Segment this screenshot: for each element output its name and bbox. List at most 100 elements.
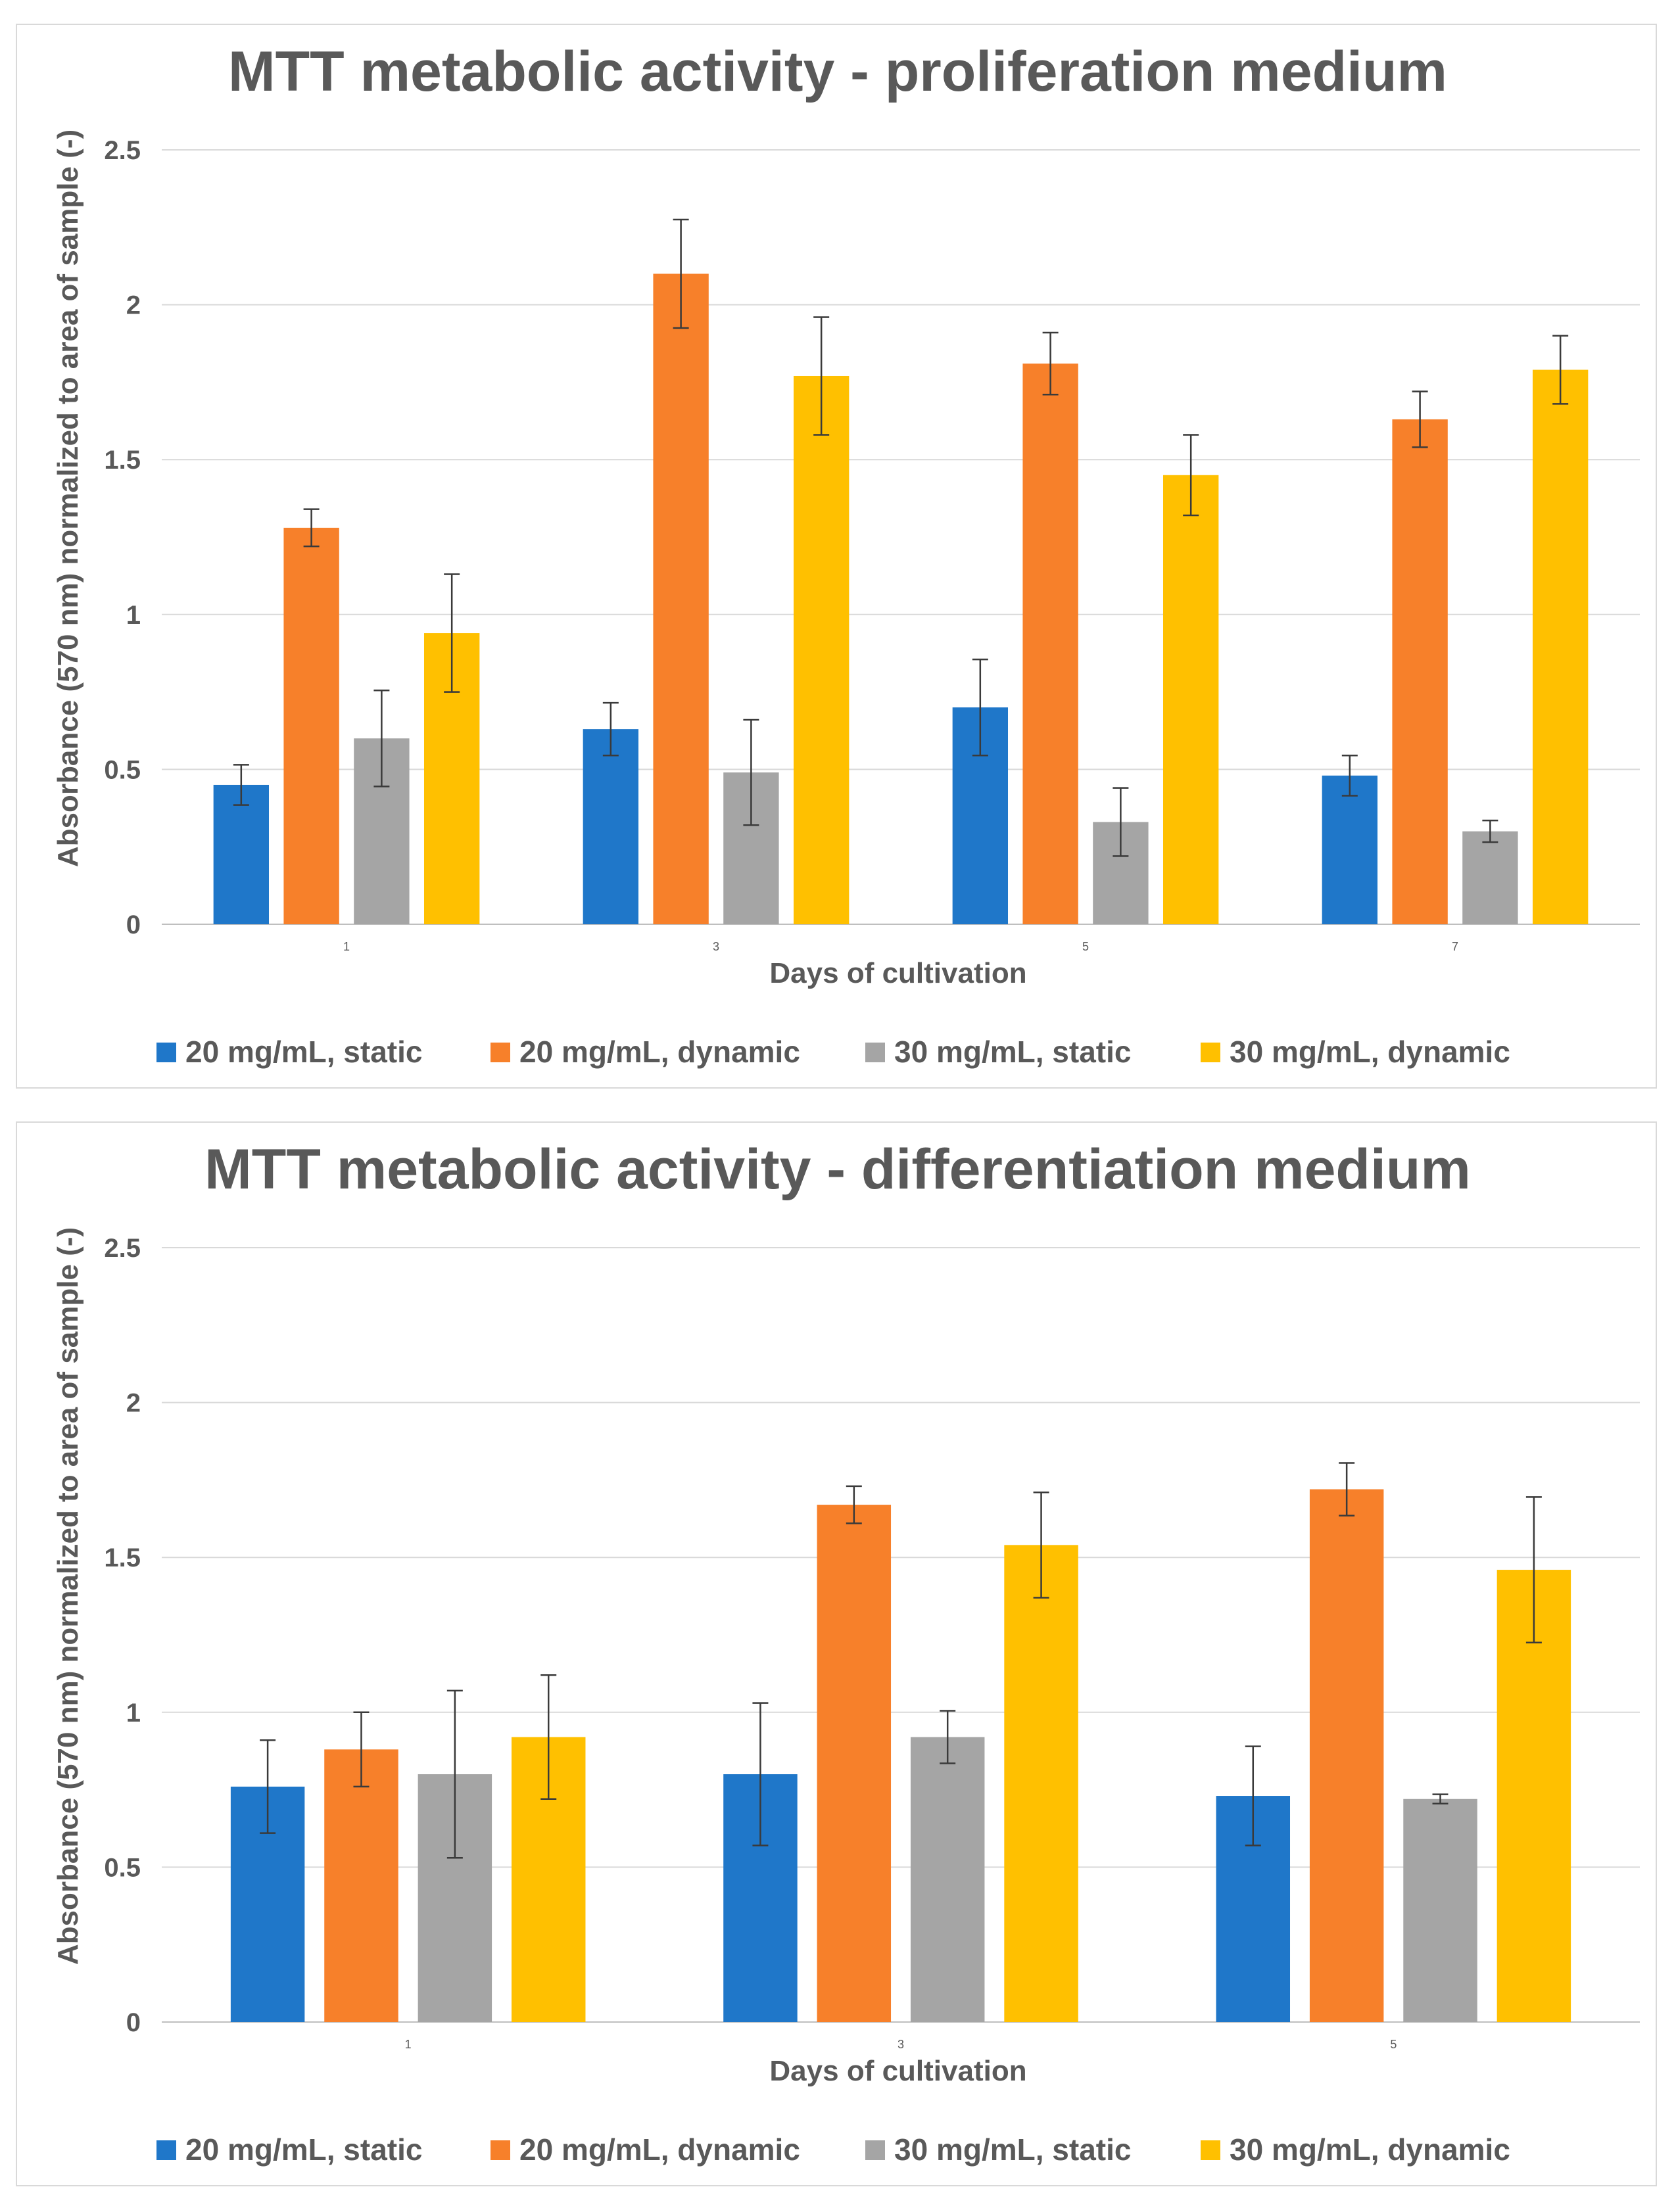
- legend-swatch: [1201, 1043, 1220, 1062]
- bar-20-mg-ml-dynamic-day-3: [653, 273, 709, 925]
- bar-30-mg-ml-dynamic-day-3: [793, 375, 850, 924]
- x-tick-label: 3: [713, 940, 719, 953]
- legend-label: 20 mg/mL, static: [185, 2132, 422, 2167]
- legend-item-30-mg-ml-static: 30 mg/mL, static: [865, 2132, 1131, 2167]
- error-bar: [353, 1711, 370, 1788]
- error-bar: [752, 1702, 769, 1847]
- bars: [230, 1462, 1571, 2022]
- bar-20-mg-ml-dynamic-day-7: [1392, 419, 1448, 924]
- bar-20-mg-ml-dynamic-day-5: [1022, 364, 1078, 924]
- legend-label: 20 mg/mL, dynamic: [519, 2132, 800, 2167]
- bar-30-mg-ml-dynamic-day-5: [1496, 1570, 1571, 2022]
- x-tick-label: 5: [1082, 940, 1089, 953]
- chart-svg-differentiation: MTT metabolic activity - differentiation…: [52, 1138, 1640, 2167]
- legend-label: 30 mg/mL, dynamic: [1230, 1035, 1510, 1069]
- legend-item-20-mg-ml-static: 20 mg/mL, static: [156, 1035, 422, 1069]
- error-bar: [743, 718, 759, 826]
- y-axis-ticks: 0 0.5 1 1.5 2 2.5: [104, 136, 141, 939]
- legend-item-20-mg-ml-static: 20 mg/mL, static: [156, 2132, 422, 2167]
- legend-item-30-mg-ml-dynamic: 30 mg/mL, dynamic: [1201, 2132, 1510, 2167]
- x-tick-label: 1: [405, 2038, 412, 2051]
- legend-item-30-mg-ml-static: 30 mg/mL, static: [865, 1035, 1131, 1069]
- bar-30-mg-ml-dynamic-day-5: [1162, 475, 1219, 924]
- error-bar: [1412, 390, 1428, 448]
- y-axis-label: Absorbance (570 nm) normalized to area o…: [52, 1227, 84, 1965]
- bar-30-mg-ml-static-day-7: [1462, 831, 1518, 924]
- y-tick-label: 1.5: [104, 1543, 141, 1572]
- bar-20-mg-ml-dynamic-day-1: [324, 1749, 398, 2022]
- bar-20-mg-ml-static-day-3: [583, 729, 639, 924]
- error-bar: [1183, 434, 1199, 517]
- x-axis-ticks: 1 3 5 7: [343, 940, 1458, 953]
- legend-swatch: [865, 2140, 885, 2160]
- error-bar: [940, 1710, 956, 1764]
- error-bar: [1339, 1462, 1355, 1517]
- y-axis-ticks: 0 0.5 1 1.5 2 2.5: [104, 1234, 141, 2037]
- error-bar: [260, 1739, 276, 1834]
- error-bar: [1552, 335, 1569, 405]
- x-axis-label: Days of cultivation: [769, 2055, 1026, 2087]
- error-bar: [1033, 1491, 1049, 1599]
- legend-item-30-mg-ml-dynamic: 30 mg/mL, dynamic: [1201, 1035, 1510, 1069]
- bar-20-mg-ml-static-day-7: [1322, 775, 1378, 924]
- legend-item-20-mg-ml-dynamic: 20 mg/mL, dynamic: [491, 2132, 800, 2167]
- y-tick-label: 1.5: [104, 446, 141, 475]
- legend-swatch: [1201, 2140, 1220, 2160]
- bar-30-mg-ml-dynamic-day-7: [1532, 369, 1589, 924]
- x-tick-label: 1: [343, 940, 350, 953]
- error-bar: [1245, 1745, 1261, 1847]
- error-bar: [972, 658, 988, 757]
- legend: 20 mg/mL, static 20 mg/mL, dynamic 30 mg/m…: [156, 2132, 1510, 2167]
- legend: 20 mg/mL, static 20 mg/mL, dynamic 30 mg/m…: [156, 1035, 1510, 1069]
- error-bar: [1432, 1793, 1449, 1805]
- chart-panel-proliferation: MTT metabolic activity - proliferation m…: [16, 24, 1657, 1089]
- error-bar: [813, 316, 830, 436]
- error-bar: [1113, 787, 1129, 857]
- legend-swatch: [156, 2140, 176, 2160]
- bar-30-mg-ml-dynamic-day-3: [1004, 1545, 1078, 2022]
- chart-svg-proliferation: MTT metabolic activity - proliferation m…: [52, 40, 1640, 1069]
- y-tick-label: 0.5: [104, 755, 141, 784]
- y-axis-label: Absorbance (570 nm) normalized to area o…: [52, 129, 84, 867]
- x-axis-ticks: 1 3 5: [405, 2038, 1397, 2051]
- x-axis-label: Days of cultivation: [769, 957, 1026, 989]
- error-bar: [1525, 1496, 1542, 1644]
- bar-20-mg-ml-dynamic-day-1: [283, 527, 339, 924]
- bar-20-mg-ml-dynamic-day-5: [1309, 1489, 1384, 2022]
- legend-label: 30 mg/mL, static: [894, 2132, 1131, 2167]
- legend-swatch: [156, 1043, 176, 1062]
- bar-30-mg-ml-static-day-3: [910, 1737, 985, 2022]
- x-tick-label: 5: [1390, 2038, 1397, 2051]
- y-tick-label: 2.5: [104, 136, 141, 165]
- error-bar: [233, 764, 249, 806]
- error-bar: [602, 701, 619, 757]
- legend-label: 30 mg/mL, static: [894, 1035, 1131, 1069]
- x-tick-label: 3: [898, 2038, 904, 2051]
- y-tick-label: 1: [126, 1699, 141, 1728]
- legend-label: 20 mg/mL, dynamic: [519, 1035, 800, 1069]
- legend-swatch: [491, 2140, 510, 2160]
- y-tick-label: 0.5: [104, 1853, 141, 1882]
- y-tick-label: 2: [126, 1389, 141, 1418]
- error-bar: [846, 1485, 862, 1524]
- y-tick-label: 0: [126, 910, 141, 939]
- legend-label: 30 mg/mL, dynamic: [1230, 2132, 1510, 2167]
- legend-swatch: [491, 1043, 510, 1062]
- error-bar: [446, 1689, 463, 1859]
- chart-title: MTT metabolic activity - differentiation…: [204, 1138, 1471, 1201]
- legend-item-20-mg-ml-dynamic: 20 mg/mL, dynamic: [491, 1035, 800, 1069]
- error-bar: [303, 508, 320, 548]
- bar-20-mg-ml-dynamic-day-3: [817, 1505, 892, 2022]
- chart-panel-differentiation: MTT metabolic activity - differentiation…: [16, 1121, 1657, 2186]
- error-bar: [1482, 819, 1498, 843]
- bar-30-mg-ml-static-day-5: [1403, 1799, 1477, 2022]
- error-bar: [444, 573, 460, 693]
- y-tick-label: 2: [126, 291, 141, 320]
- y-tick-label: 0: [126, 2008, 141, 2037]
- legend-label: 20 mg/mL, static: [185, 1035, 422, 1069]
- error-bar: [673, 218, 689, 329]
- y-tick-label: 1: [126, 601, 141, 630]
- x-tick-label: 7: [1452, 940, 1458, 953]
- error-bar: [1341, 754, 1358, 797]
- error-bar: [1042, 331, 1059, 396]
